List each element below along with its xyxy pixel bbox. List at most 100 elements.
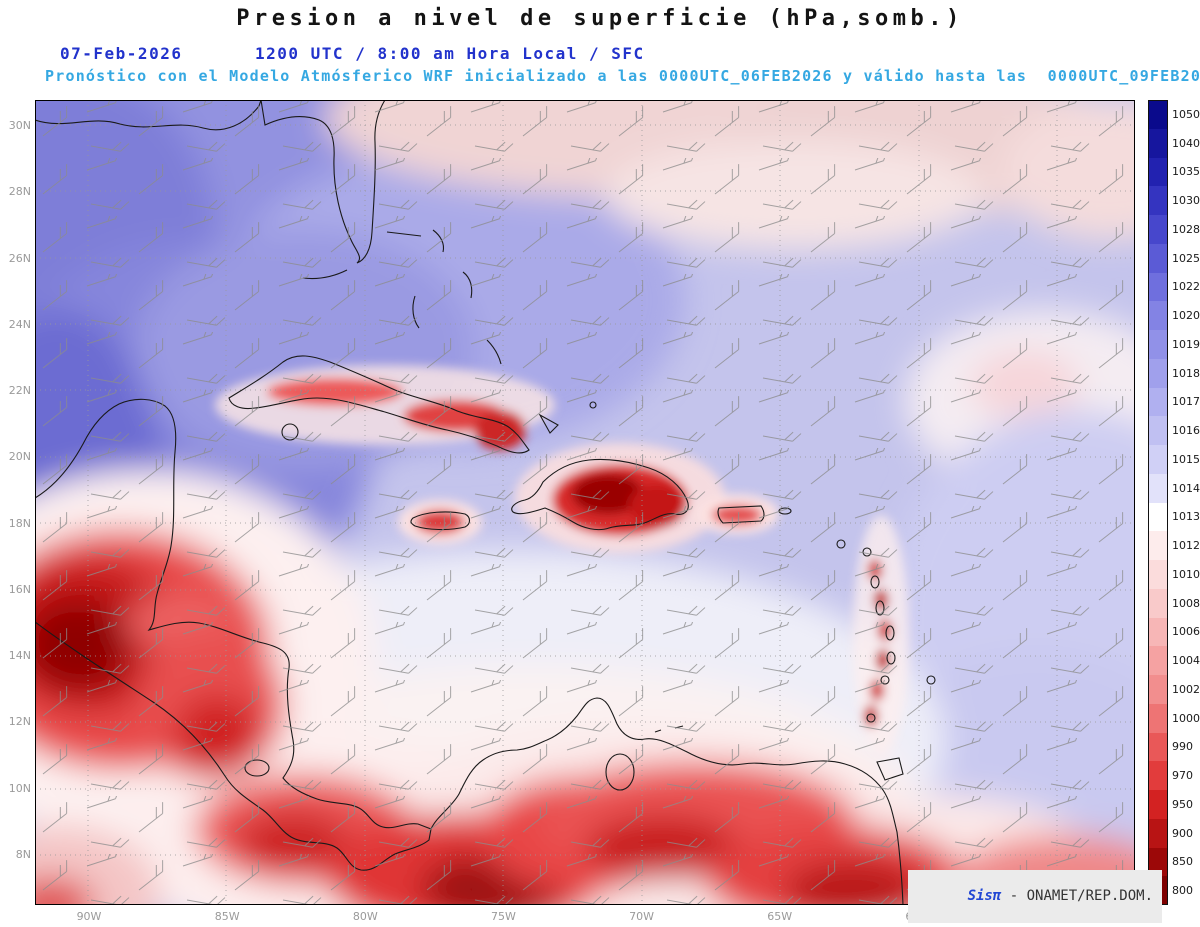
colorbar-swatch [1148, 358, 1168, 388]
colorbar-entry: 1022 [1148, 272, 1200, 302]
colorbar-swatch [1148, 473, 1168, 503]
valid-time: 1200 UTC / 8:00 am Hora Local / SFC [255, 44, 645, 63]
colorbar-value: 1016 [1172, 424, 1200, 438]
colorbar-entry: 1025 [1148, 243, 1200, 273]
colorbar-value: 1020 [1172, 309, 1200, 323]
colorbar-swatch [1148, 330, 1168, 359]
colorbar-entry: 850 [1148, 847, 1200, 877]
colorbar-entry: 1016 [1148, 416, 1200, 445]
map-area: 30N 28N 26N 24N 22N 20N 18N 16N 14N 12N … [0, 100, 1200, 927]
colorbar-entry: 1030 [1148, 186, 1200, 215]
colorbar-entry: 1050 [1148, 100, 1200, 129]
colorbar-entry: 1002 [1148, 675, 1200, 704]
valid-date: 07-Feb-2026 [60, 44, 183, 63]
lat-tick-label: 10N [8, 781, 31, 795]
colorbar-value: 1013 [1172, 510, 1200, 524]
colorbar-entry: 1000 [1148, 703, 1200, 733]
colorbar-entry: 950 [1148, 790, 1200, 819]
colorbar-entry: 1008 [1148, 588, 1200, 618]
colorbar-entry: 1040 [1148, 128, 1200, 158]
colorbar-swatch [1148, 790, 1168, 819]
colorbar-swatch [1148, 128, 1168, 158]
forecast-info: Pronóstico con el Modelo Atmósferico WRF… [45, 67, 1200, 85]
colorbar-value: 1018 [1172, 366, 1200, 380]
watermark-credit: - ONAMET/REP.DOM. [1001, 888, 1154, 904]
lat-tick-label: 24N [8, 317, 31, 331]
lat-axis: 30N 28N 26N 24N 22N 20N 18N 16N 14N 12N … [2, 119, 31, 861]
lat-tick-label: 8N [15, 847, 31, 861]
colorbar-swatch [1148, 847, 1168, 877]
colorbar-value: 1004 [1172, 654, 1200, 668]
colorbar-entry: 1013 [1148, 502, 1200, 532]
lon-tick-label: 70W [629, 910, 654, 923]
colorbar-swatch [1148, 186, 1168, 215]
colorbar-value: 1002 [1172, 682, 1200, 696]
lat-tick-label: 18N [8, 516, 31, 530]
colorbar-swatch [1148, 560, 1168, 589]
colorbar-swatch [1148, 416, 1168, 445]
colorbar-value: 1010 [1172, 567, 1200, 581]
lat-tick-label: 16N [8, 582, 31, 596]
lon-tick-label: 85W [214, 910, 240, 923]
colorbar-value: 1030 [1172, 194, 1200, 208]
colorbar-value: 1050 [1172, 107, 1200, 121]
colorbar-entry: 990 [1148, 732, 1200, 762]
colorbar-entry: 1035 [1148, 157, 1200, 187]
watermark-logo: Sisπ [967, 888, 1002, 904]
colorbar-value: 950 [1172, 797, 1193, 811]
colorbar-swatch [1148, 301, 1168, 330]
colorbar-swatch [1148, 732, 1168, 762]
colorbar-swatch [1148, 215, 1168, 244]
colorbar-swatch [1148, 157, 1168, 187]
page-title: Presion a nivel de superficie (hPa,somb.… [236, 6, 964, 31]
colorbar-value: 850 [1172, 855, 1193, 869]
colorbar-value: 1000 [1172, 711, 1200, 725]
colorbar: 1050 1040 1035 1030 [1148, 100, 1200, 905]
colorbar-entry: 1012 [1148, 531, 1200, 560]
colorbar-swatch [1148, 588, 1168, 618]
colorbar-value: 1006 [1172, 625, 1200, 639]
pressure-map-svg [35, 100, 1135, 905]
map-border [35, 100, 1135, 905]
colorbar-entry: 1006 [1148, 617, 1200, 647]
colorbar-swatch [1148, 387, 1168, 417]
lat-tick-label: 28N [8, 185, 31, 199]
colorbar-value: 1008 [1172, 596, 1200, 610]
pressure-map [35, 100, 1135, 905]
colorbar-value: 800 [1172, 884, 1193, 898]
colorbar-entry: 1017 [1148, 387, 1200, 417]
colorbar-rows: 1050 1040 1035 1030 [1148, 100, 1200, 905]
colorbar-entry: 1018 [1148, 358, 1200, 388]
lat-tick-label: 12N [8, 715, 31, 729]
lat-tick-label: 14N [8, 649, 31, 663]
colorbar-entry: 900 [1148, 818, 1200, 848]
colorbar-entry: 1028 [1148, 215, 1200, 244]
colorbar-value: 1017 [1172, 395, 1200, 409]
lon-tick-label: 80W [352, 910, 378, 923]
colorbar-entry: 1004 [1148, 646, 1200, 675]
colorbar-value: 1022 [1172, 280, 1200, 294]
colorbar-swatch [1148, 761, 1168, 790]
colorbar-swatch [1148, 272, 1168, 302]
colorbar-entry: 1015 [1148, 445, 1200, 474]
lon-tick-label: 75W [490, 910, 516, 923]
colorbar-value: 1025 [1172, 251, 1200, 265]
colorbar-entry: 1019 [1148, 330, 1200, 359]
colorbar-swatch [1148, 617, 1168, 647]
colorbar-value: 1035 [1172, 165, 1200, 179]
colorbar-value: 900 [1172, 826, 1193, 840]
watermark: Sisπ - ONAMET/REP.DOM. [908, 870, 1163, 923]
colorbar-value: 1028 [1172, 222, 1200, 236]
colorbar-swatch [1148, 502, 1168, 532]
colorbar-value: 1019 [1172, 337, 1200, 351]
colorbar-value: 970 [1172, 769, 1193, 783]
colorbar-swatch [1148, 818, 1168, 848]
colorbar-swatch [1148, 703, 1168, 733]
colorbar-value: 1014 [1172, 481, 1200, 495]
colorbar-swatch [1148, 531, 1168, 560]
colorbar-swatch [1148, 646, 1168, 675]
lat-tick-label: 26N [8, 251, 31, 265]
colorbar-entry: 1014 [1148, 473, 1200, 503]
lat-tick-label: 20N [8, 450, 31, 464]
